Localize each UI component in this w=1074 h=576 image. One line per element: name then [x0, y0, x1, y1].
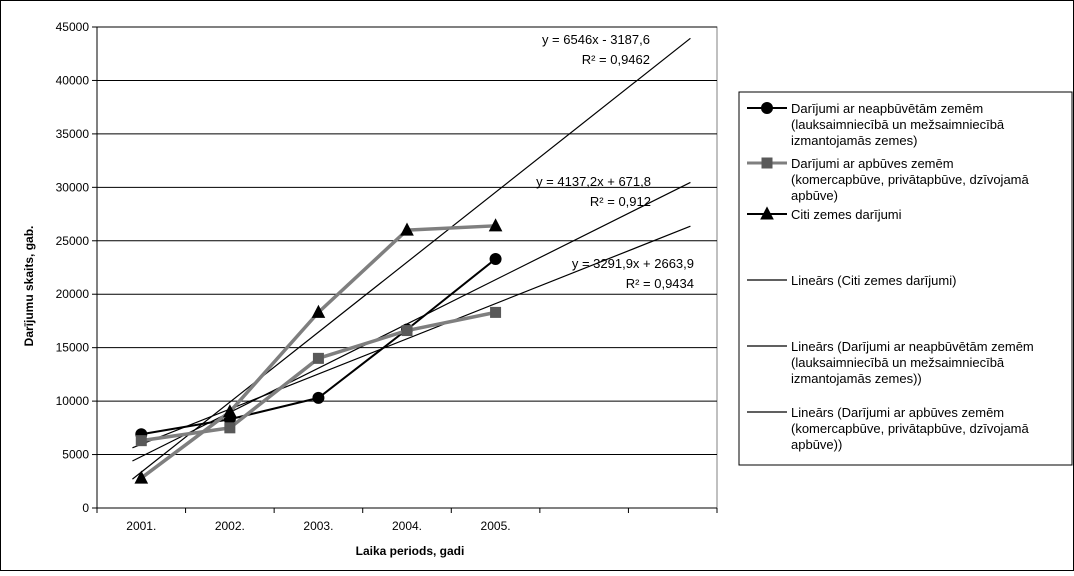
trendline-equation: y = 3291,9x + 2663,9 — [572, 256, 694, 271]
series-2-point — [490, 306, 502, 318]
trendline-r2: R² = 0,9434 — [626, 276, 694, 291]
series-3-point — [311, 304, 326, 318]
legend-label: (lauksaimniecībā un mežsaimniecībā — [791, 117, 1005, 132]
series-3-point — [488, 218, 503, 232]
legend-label: Lineārs (Citi zemes darījumi) — [791, 273, 956, 288]
series-3-point — [223, 404, 237, 418]
legend-label: Citi zemes darījumi — [791, 207, 902, 222]
x-tick-label: 2001. — [126, 519, 156, 533]
trendline-citi — [132, 37, 691, 480]
series-1-point — [312, 391, 325, 404]
plot-area: 0 5000 10000 15000 20000 25000 30000 35000 40000… — [56, 20, 718, 533]
x-tick-label: 2004. — [392, 519, 422, 533]
legend-label: (komercapbūve, privātapbūve, dzīvojamā — [791, 172, 1030, 187]
legend-label: apbūve) — [791, 188, 838, 203]
legend-label: izmantojamās zemes) — [791, 133, 917, 148]
series-3-point — [134, 470, 149, 484]
trendline-r2: R² = 0,912 — [590, 194, 651, 209]
y-tick-label: 5000 — [62, 448, 89, 462]
legend-label: Lineārs (Darījumi ar neapbūvētām zemēm — [791, 339, 1034, 354]
y-tick-label: 0 — [82, 501, 89, 515]
y-tick-label: 35000 — [56, 127, 90, 141]
x-tick-label: 2005. — [481, 519, 511, 533]
y-tick-label: 10000 — [56, 394, 90, 408]
x-tick-label: 2002. — [215, 519, 245, 533]
legend-label: (komercapbūve, privātapbūve, dzīvojamā — [791, 421, 1030, 436]
y-tick-label: 45000 — [56, 20, 90, 34]
legend-marker — [761, 157, 773, 169]
y-tick-label: 30000 — [56, 180, 90, 194]
series-2-point — [401, 325, 413, 337]
legend-label: Darījumi ar neapbūvētām zemēm — [791, 101, 983, 116]
series-2-point — [135, 435, 147, 447]
legend-box — [738, 91, 1073, 466]
series-2-point — [224, 422, 236, 434]
legend-label: Darījumi ar apbūves zemēm — [791, 156, 954, 171]
legend-label: (lauksaimniecībā un mežsaimniecībā — [791, 355, 1005, 370]
trendline-equation: y = 4137,2x + 671,8 — [536, 174, 651, 189]
legend: Darījumi ar neapbūvētām zemēm(lauksaimni… — [738, 91, 1073, 466]
y-tick-label: 15000 — [56, 341, 90, 355]
y-tick-label: 40000 — [56, 73, 90, 87]
series-3-point — [400, 222, 414, 236]
series-2-point — [312, 352, 324, 364]
x-tick-label: 2003. — [303, 519, 333, 533]
x-axis-title: Laika periods, gadi — [356, 544, 465, 558]
legend-label: izmantojamās zemes)) — [791, 371, 922, 386]
legend-label: apbūve)) — [791, 437, 842, 452]
y-tick-label: 20000 — [56, 287, 90, 301]
series-1-point — [489, 252, 502, 265]
legend-marker — [761, 102, 773, 114]
legend-marker — [760, 206, 774, 220]
y-axis-title: Darījumu skaits, gab. — [22, 226, 36, 347]
y-tick-label: 25000 — [56, 234, 90, 248]
plot-background — [96, 26, 718, 509]
trendline-apbuves — [132, 225, 691, 449]
trendline-r2: R² = 0,9462 — [582, 52, 650, 67]
trendline-equation: y = 6546x - 3187,6 — [542, 32, 650, 47]
legend-label: Lineārs (Darījumi ar apbūves zemēm — [791, 405, 1004, 420]
